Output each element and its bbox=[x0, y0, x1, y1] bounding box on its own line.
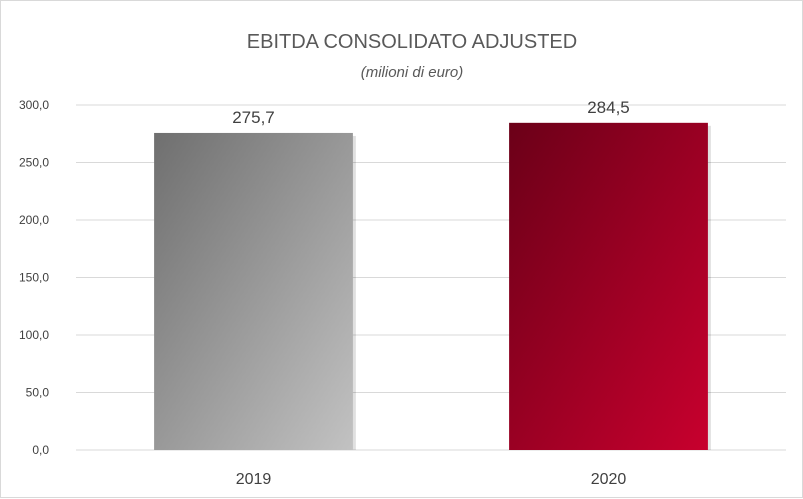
bar-2020 bbox=[509, 122, 708, 450]
y-tick-label: 100,0 bbox=[19, 328, 49, 342]
y-axis-ticks: 0,0 50,0 100,0 150,0 200,0 250,0 300,0 bbox=[19, 98, 49, 457]
bars bbox=[154, 122, 711, 450]
y-tick-label: 150,0 bbox=[19, 271, 49, 285]
category-label-2019: 2019 bbox=[236, 471, 272, 488]
chart-title: EBITDA CONSOLIDATO ADJUSTED bbox=[247, 31, 577, 53]
y-tick-label: 250,0 bbox=[19, 156, 49, 170]
x-axis-categories: 2019 2020 bbox=[236, 471, 627, 488]
data-labels: 275,7 284,5 bbox=[232, 98, 630, 127]
y-tick-label: 200,0 bbox=[19, 213, 49, 227]
category-label-2020: 2020 bbox=[591, 471, 627, 488]
y-tick-label: 50,0 bbox=[26, 386, 50, 400]
bar-2019 bbox=[154, 132, 353, 450]
data-label-2020: 284,5 bbox=[587, 98, 630, 117]
chart-subtitle: (milioni di euro) bbox=[361, 64, 464, 81]
data-label-2019: 275,7 bbox=[232, 108, 275, 127]
y-tick-label: 300,0 bbox=[19, 98, 49, 112]
y-tick-label: 0,0 bbox=[32, 443, 49, 457]
